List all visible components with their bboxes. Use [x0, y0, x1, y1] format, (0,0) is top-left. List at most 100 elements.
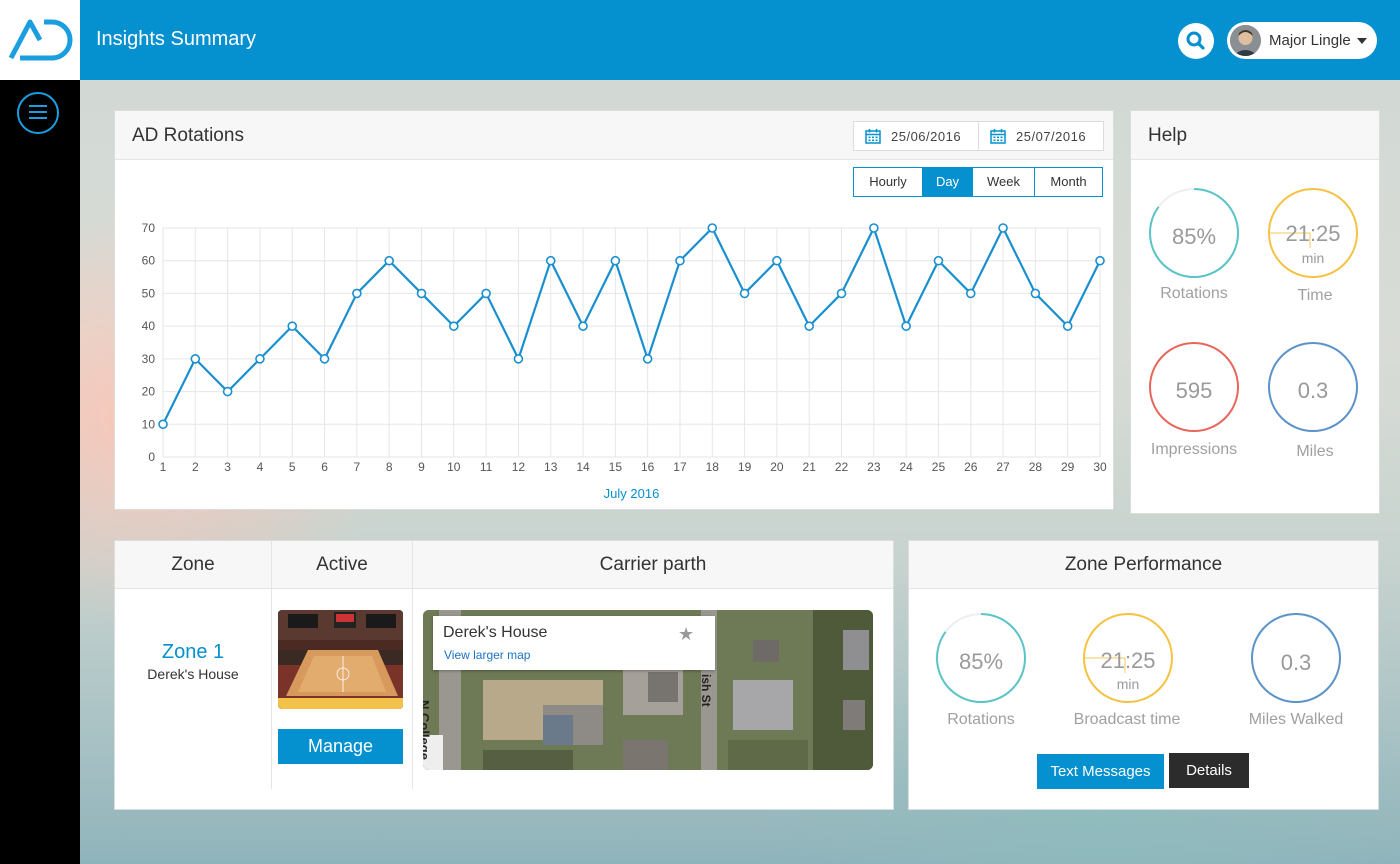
- x-tick-label: 16: [641, 460, 655, 474]
- data-point: [190, 354, 201, 364]
- data-point: [384, 255, 394, 266]
- data-point: [1030, 288, 1041, 299]
- y-tick-label: 0: [148, 450, 155, 464]
- miles-gauge: 0.3: [1268, 342, 1358, 432]
- y-tick-label: 40: [142, 319, 156, 333]
- carrier-path-map[interactable]: N College ish St Derek's House View larg…: [423, 610, 873, 770]
- range-selector: Hourly Day Week Month: [853, 167, 1103, 197]
- calendar-icon: [990, 129, 1006, 144]
- zone-performance-card: Zone Performance 85% Rotations 21:25 min…: [908, 540, 1379, 810]
- data-point: [1062, 321, 1073, 331]
- map-street-label: ish St: [699, 674, 713, 707]
- user-menu[interactable]: Major Lingle: [1227, 22, 1377, 59]
- x-tick-label: 21: [803, 460, 817, 474]
- x-tick-label: 25: [932, 460, 946, 474]
- map-info-box: Derek's House View larger map ★: [433, 616, 715, 670]
- date-to-field[interactable]: 25/07/2016: [978, 121, 1104, 151]
- zone-rotations-gauge: 85%: [936, 613, 1026, 703]
- x-tick-label: 11: [480, 460, 493, 474]
- time-gauge: 21:25 min: [1268, 188, 1358, 278]
- y-tick-label: 50: [142, 286, 156, 300]
- x-tick-label: 17: [673, 460, 687, 474]
- help-card: Help 85% Rotations 21:25 min Time 595 Im…: [1130, 110, 1380, 514]
- zone-location: Derek's House: [147, 666, 239, 682]
- data-point: [513, 354, 524, 364]
- range-day-button[interactable]: Day: [923, 168, 973, 196]
- data-point: [836, 288, 847, 299]
- user-name: Major Lingle: [1269, 32, 1351, 49]
- x-tick-label: 12: [512, 460, 526, 474]
- x-tick-label: 7: [354, 460, 361, 474]
- time-unit: min: [1301, 250, 1325, 266]
- data-point: [255, 354, 265, 364]
- broadcast-time-gauge: 21:25 min: [1083, 613, 1173, 703]
- miles-value: 0.3: [1297, 378, 1329, 403]
- logo[interactable]: [0, 0, 80, 80]
- data-point: [158, 419, 168, 430]
- view-larger-map-link[interactable]: View larger map: [444, 648, 531, 662]
- data-point: [642, 354, 653, 364]
- search-button[interactable]: [1178, 23, 1214, 59]
- range-hourly-button[interactable]: Hourly: [854, 168, 923, 196]
- search-icon: [1186, 31, 1205, 50]
- zone-rotations-label: Rotations: [947, 711, 1015, 728]
- x-tick-label: 14: [576, 460, 590, 474]
- range-week-button[interactable]: Week: [973, 168, 1035, 196]
- data-point: [772, 255, 782, 266]
- x-tick-label: 28: [1029, 460, 1043, 474]
- chevron-down-icon: [1357, 38, 1367, 44]
- column-header-active: Active: [271, 541, 412, 589]
- avatar: [1230, 25, 1261, 56]
- data-point: [352, 288, 362, 299]
- data-point: [739, 288, 750, 299]
- x-tick-label: 24: [899, 460, 913, 474]
- card-title: Help: [1148, 125, 1188, 146]
- data-point: [287, 321, 298, 331]
- broadcast-time-label: Broadcast time: [1073, 711, 1181, 728]
- x-tick-label: 27: [996, 460, 1010, 474]
- x-tick-label: 9: [418, 460, 425, 474]
- zone-rotations-value: 85%: [958, 649, 1004, 674]
- x-tick-label: 18: [706, 460, 720, 474]
- data-point: [965, 288, 976, 299]
- zone-table-card: Zone Active Carrier parth Zone 1 Derek's…: [114, 540, 894, 810]
- x-tick-label: 4: [257, 460, 264, 474]
- data-point: [675, 255, 685, 266]
- zone-name-link[interactable]: Zone 1: [161, 641, 225, 663]
- ad-rotations-card: AD Rotations 25/06/2016 25/07/2016: [114, 110, 1114, 510]
- venue-thumbnail: [278, 610, 403, 709]
- top-bar: Insights Summary Major Lingle: [0, 0, 1400, 80]
- column-header-carrier-path: Carrier parth: [412, 541, 893, 589]
- menu-button[interactable]: [17, 92, 59, 134]
- x-tick-label: 29: [1061, 460, 1075, 474]
- impressions-gauge: 595: [1149, 342, 1239, 432]
- page-title: Insights Summary: [96, 28, 257, 50]
- data-point: [578, 321, 588, 331]
- details-button[interactable]: Details: [1169, 753, 1249, 788]
- calendar-icon: [865, 129, 881, 144]
- rotations-label: Rotations: [1160, 285, 1228, 302]
- data-point: [901, 321, 911, 331]
- range-month-button[interactable]: Month: [1050, 174, 1087, 189]
- miles-walked-gauge: 0.3: [1251, 613, 1341, 703]
- data-point: [481, 288, 491, 299]
- sidebar: [0, 80, 80, 864]
- y-tick-label: 70: [142, 221, 156, 235]
- time-value: 21:25: [1285, 221, 1341, 246]
- x-tick-label: 20: [770, 460, 784, 474]
- y-tick-label: 20: [142, 385, 156, 399]
- date-from-value: 25/06/2016: [891, 129, 962, 144]
- series-line: [162, 226, 1101, 425]
- time-label: Time: [1297, 287, 1333, 304]
- data-point: [933, 255, 944, 266]
- x-tick-label: 23: [867, 460, 881, 474]
- x-tick-label: 30: [1093, 460, 1107, 474]
- text-messages-button[interactable]: Text Messages: [1037, 754, 1164, 789]
- y-tick-label: 30: [142, 352, 156, 366]
- x-tick-label: 8: [386, 460, 393, 474]
- star-icon[interactable]: ★: [678, 624, 695, 644]
- x-tick-label: 5: [289, 460, 296, 474]
- broadcast-time-value: 21:25: [1100, 648, 1156, 673]
- miles-walked-value: 0.3: [1280, 650, 1312, 675]
- manage-button[interactable]: Manage: [278, 729, 403, 764]
